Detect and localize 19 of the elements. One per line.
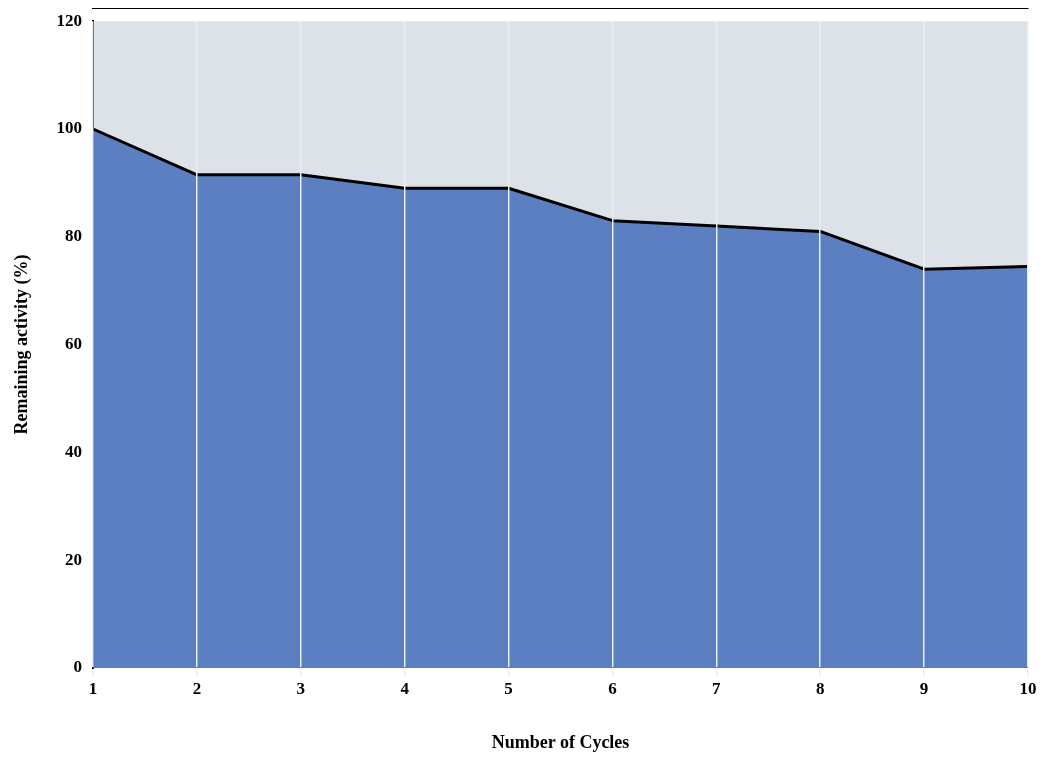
y-tick-label: 100 <box>56 118 83 138</box>
x-tick-label: 8 <box>815 678 825 698</box>
x-tick-label: 5 <box>504 678 513 698</box>
y-tick-label: 0 <box>73 657 83 677</box>
y-tick-label: 60 <box>65 333 83 353</box>
x-tick-label: 6 <box>608 678 617 698</box>
x-tick-label: 4 <box>400 678 410 698</box>
y-tick-label: 40 <box>65 441 83 461</box>
y-tick-label: 120 <box>56 10 83 30</box>
y-axis-title: Remaining activity (%) <box>11 254 33 435</box>
x-tick-label: 9 <box>919 678 929 698</box>
y-tick-label: 20 <box>65 549 83 569</box>
y-tick-label: 80 <box>65 226 83 246</box>
x-axis-title: Number of Cycles <box>491 731 630 752</box>
x-tick-label: 2 <box>192 678 202 698</box>
x-tick-label: 10 <box>1019 678 1037 698</box>
x-tick-label: 3 <box>296 678 306 698</box>
x-tick-label: 7 <box>712 678 722 698</box>
x-tick-label: 1 <box>88 678 98 698</box>
